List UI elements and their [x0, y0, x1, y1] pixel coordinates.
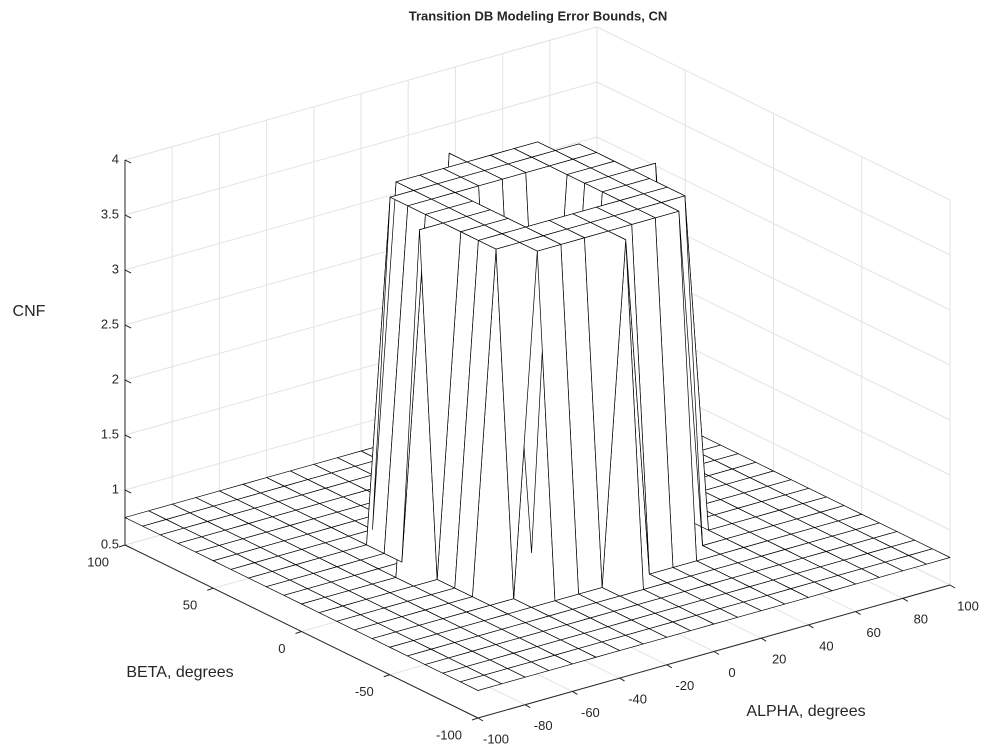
surface-face [478, 233, 521, 250]
y-axis-label: BETA, degrees [126, 664, 233, 681]
x-tick-label: -20 [675, 678, 694, 693]
z-tick-label: 0.5 [101, 536, 119, 551]
z-axis-label: CNF [13, 303, 46, 320]
tick-mark [124, 214, 132, 219]
tick-mark [118, 544, 126, 548]
chart-title: Transition DB Modeling Error Bounds, CN [409, 8, 668, 23]
tick-mark [666, 664, 673, 669]
x-tick-label: -80 [534, 718, 553, 733]
tick-mark [477, 717, 484, 722]
y-tick-label: -50 [355, 684, 374, 699]
z-tick-label: 1 [112, 481, 119, 496]
x-tick-label: -40 [628, 692, 647, 707]
x-tick-label: 80 [914, 612, 928, 627]
tick-mark [855, 611, 861, 616]
surface-face [519, 235, 562, 252]
x-tick-label: 40 [819, 638, 833, 653]
tick-mark [713, 651, 720, 655]
tick-mark [808, 624, 814, 629]
tick-mark [949, 584, 956, 589]
y-tick-label: -100 [436, 727, 462, 742]
x-tick-label: 0 [728, 665, 735, 680]
y-tick-label: 100 [87, 554, 109, 569]
tick-mark [471, 717, 479, 721]
tick-mark [760, 637, 767, 642]
tick-mark [124, 269, 132, 274]
z-tick-label: 3 [112, 261, 119, 276]
x-tick-label: 100 [957, 598, 979, 613]
tick-mark [124, 434, 132, 439]
tick-mark [124, 324, 132, 329]
z-tick-label: 3.5 [101, 206, 119, 221]
y-tick-label: 50 [183, 598, 197, 613]
x-tick-label: -60 [581, 705, 600, 720]
surface-face [460, 674, 502, 691]
tick-mark [124, 159, 132, 164]
tick-mark [524, 704, 531, 709]
y-tick-label: 0 [278, 641, 285, 656]
x-tick-label: -100 [483, 731, 509, 746]
tick-mark [902, 597, 909, 602]
tick-mark [383, 674, 390, 678]
tick-mark [124, 489, 132, 494]
tick-mark [619, 677, 625, 682]
x-tick-label: 60 [866, 625, 880, 640]
tick-mark [295, 631, 302, 634]
tick-mark [124, 379, 132, 384]
x-axis-label: ALPHA, degrees [746, 703, 865, 720]
z-tick-label: 2.5 [101, 316, 119, 331]
z-tick-label: 1.5 [101, 426, 119, 441]
x-tick-label: 20 [772, 652, 786, 667]
z-tick-label: 4 [112, 151, 119, 166]
tick-mark [207, 587, 214, 591]
z-tick-label: 2 [112, 371, 119, 386]
tick-mark [572, 690, 578, 695]
